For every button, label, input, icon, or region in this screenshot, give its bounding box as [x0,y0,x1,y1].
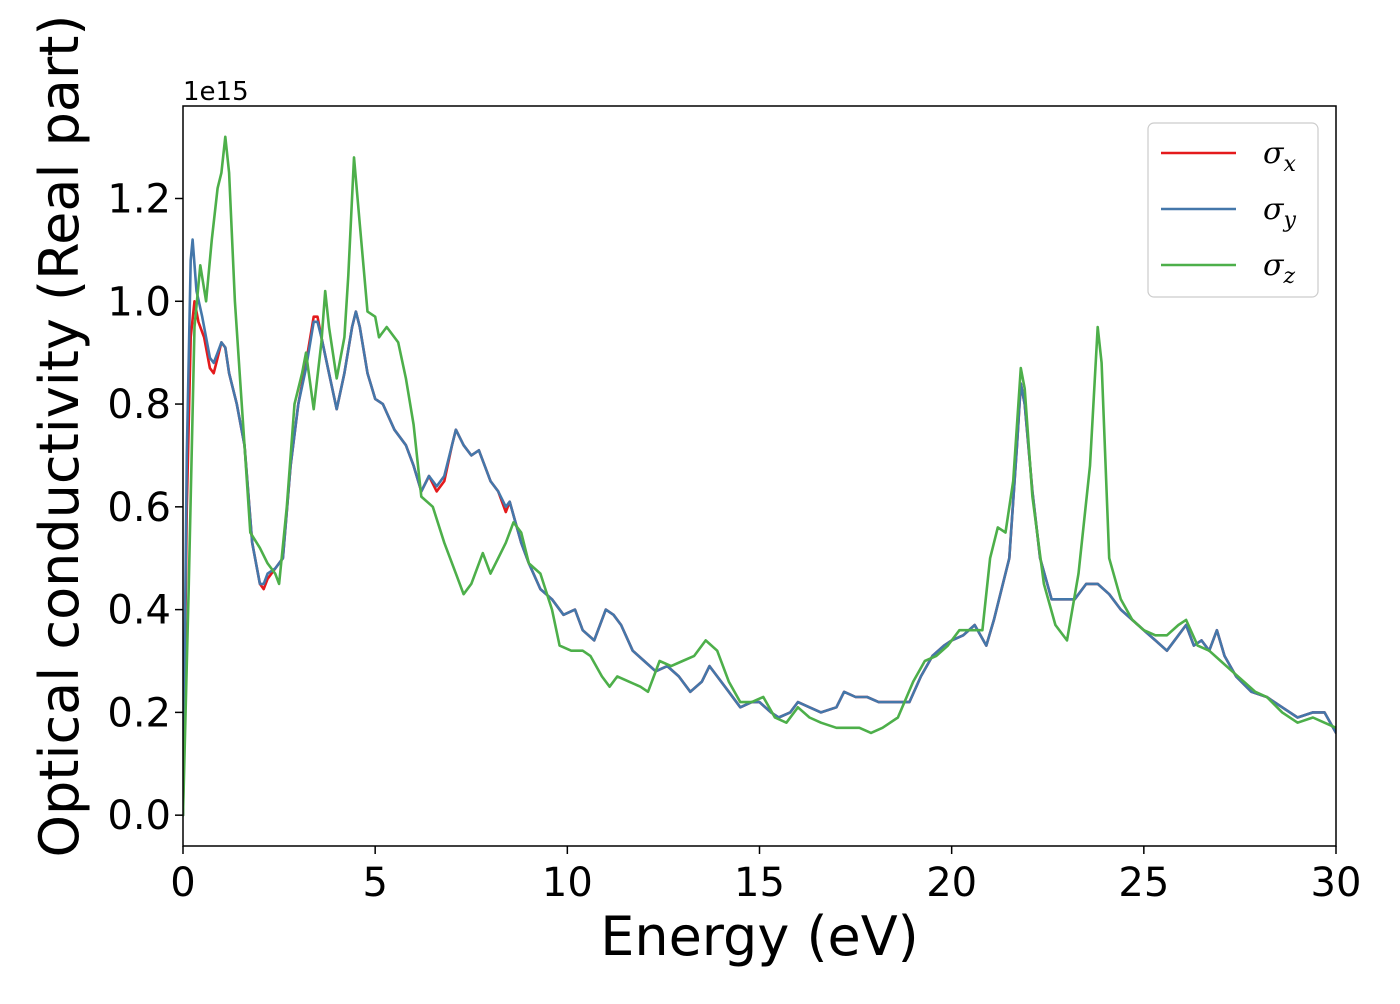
y-offset-label: 1e15 [183,77,249,107]
y-axis-title: Optical conductivity (Real part) [28,15,91,858]
legend: σx σy σz [1147,122,1319,298]
legend-label-x: σx [1263,136,1296,177]
x-axis: 0 5 10 15 20 25 30 [170,846,1361,906]
x-tick-label: 20 [926,860,977,906]
x-tick-label: 30 [1311,860,1362,906]
y-axis: 0.0 0.2 0.4 0.6 0.8 1.0 1.2 [107,177,183,839]
x-axis-title: Energy (eV) [600,905,919,968]
y-tick-label: 1.2 [107,177,171,223]
x-tick-label: 0 [170,860,195,906]
y-tick-label: 0.2 [107,690,171,736]
x-tick-label: 10 [542,860,593,906]
y-tick-label: 0.6 [107,485,171,531]
y-tick-label: 0.8 [107,382,171,428]
y-tick-label: 1.0 [107,279,171,325]
legend-label-z: σz [1263,248,1295,289]
series-lines [183,135,1336,817]
legend-label-y: σy [1263,192,1296,233]
y-tick-label: 0.4 [107,588,171,634]
x-tick-label: 25 [1118,860,1169,906]
series-line-x [183,300,1336,817]
x-tick-label: 5 [362,860,387,906]
series-line-z [183,135,1336,817]
series-line-y [183,238,1336,817]
y-tick-label: 0.0 [107,793,171,839]
x-tick-label: 15 [734,860,785,906]
